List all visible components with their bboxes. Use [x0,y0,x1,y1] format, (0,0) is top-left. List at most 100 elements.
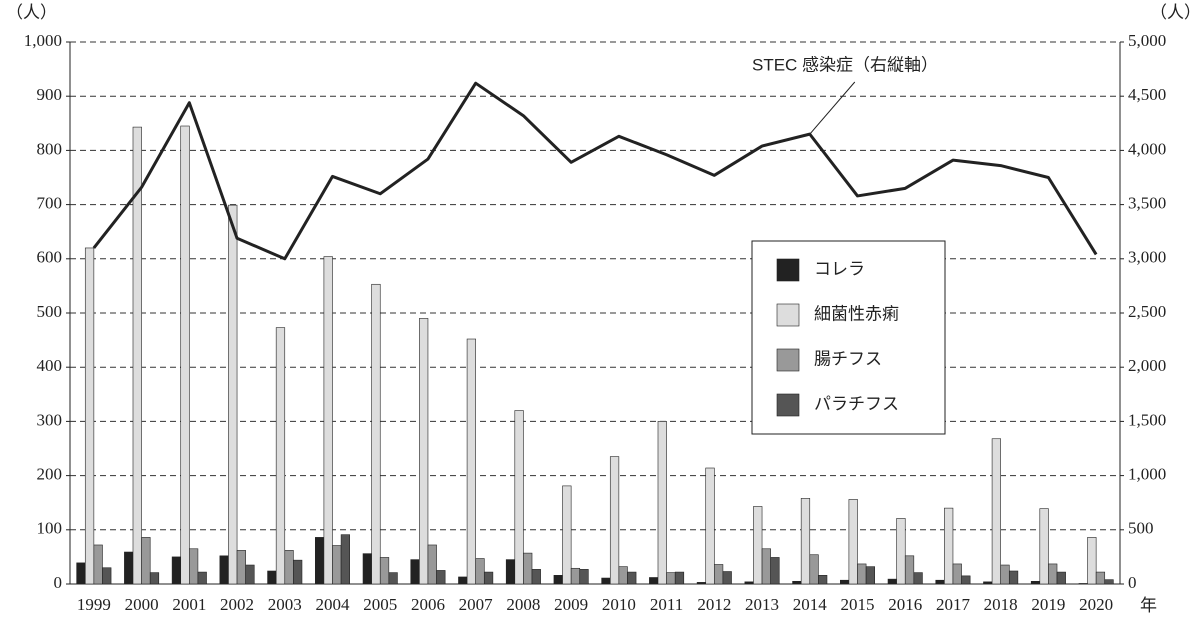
bar [197,571,207,585]
bar [562,485,572,585]
bar [744,581,754,585]
bar [171,556,182,585]
y-tick-label: 900 [37,85,63,104]
bar [1087,537,1097,585]
bar [427,544,437,585]
bar [961,575,971,585]
bar [219,555,229,585]
bar [913,572,923,585]
bar [553,575,563,585]
bar [674,571,685,585]
x-tick-label: 2020 [1079,595,1113,614]
bar [76,562,86,585]
y2-tick-label: 2,500 [1128,302,1166,321]
y-tick-label: 400 [37,356,63,375]
line-series [92,81,1098,261]
y2-axis-unit: （人） [1150,3,1195,22]
bar [792,580,802,585]
bar [696,582,707,585]
y2-tick-label: 500 [1128,519,1154,538]
x-tick-label: 2007 [459,595,494,614]
bar [371,283,381,585]
x-tick-label: 2015 [841,595,875,614]
bar [601,577,611,585]
bar [809,554,819,585]
bar [505,559,516,585]
bar [714,564,724,585]
bar [818,575,828,585]
x-tick-label: 2009 [554,595,588,614]
bar [579,569,589,585]
y2-tick-label: 3,000 [1128,248,1166,267]
legend-swatch [776,393,800,417]
bar [857,563,867,585]
bar [267,570,277,585]
bar [705,467,715,585]
legend-swatch [776,303,800,327]
legend-swatch [776,348,800,372]
bar [753,506,763,585]
bar [839,579,850,585]
bar [458,576,468,585]
bar [236,550,246,585]
bar [935,579,945,585]
bar [410,559,420,585]
bar [627,571,637,585]
bar [800,498,811,585]
x-tick-label: 2018 [984,595,1018,614]
bar [141,537,151,585]
bar [362,553,372,585]
x-tick-label: 2002 [220,595,254,614]
x-tick-label: 1999 [77,595,111,614]
bar [848,499,858,585]
bar [388,572,398,585]
bar [189,548,199,585]
x-tick-label: 2012 [697,595,731,614]
legend-label: 腸チフス [814,349,882,368]
bar [340,534,351,585]
y2-tick-label: 0 [1128,573,1137,592]
bar [323,256,333,585]
bar [149,572,160,585]
x-tick-label: 2011 [650,595,683,614]
bar [991,438,1001,585]
bar [466,338,476,585]
bar [419,318,429,585]
bar [649,577,659,585]
bar [896,518,906,585]
y-tick-label: 300 [37,410,63,429]
bar [228,204,238,585]
y2-tick-label: 2,000 [1128,356,1166,375]
annotation: STEC 感染症（右縦軸） [752,55,938,74]
bar [570,567,581,585]
bar [379,557,390,585]
x-tick-label: 2005 [363,595,397,614]
bar [124,551,134,585]
x-tick-label: 2013 [745,595,779,614]
bar [865,566,875,585]
x-tick-label: 2008 [506,595,540,614]
bar [436,570,446,585]
x-tick-label: 2010 [602,595,636,614]
x-tick-label: 2004 [316,595,351,614]
y-tick-label: 800 [37,139,63,158]
x-tick-label: 2001 [172,595,206,614]
bar [332,545,342,585]
bar [770,557,780,585]
bar [1056,571,1066,585]
bar [1078,583,1088,585]
y-axis-unit: （人） [6,3,57,22]
bar [722,571,732,585]
bar [514,410,524,585]
bar [618,566,628,585]
bar [1039,508,1049,585]
bar [180,125,190,585]
legend-label: パラチフス [814,394,899,413]
annotation-leader [809,81,856,135]
y2-tick-label: 4,000 [1128,139,1166,158]
x-tick-label: 2003 [268,595,302,614]
bar [1104,579,1114,585]
y-tick-label: 200 [37,465,63,484]
y-tick-label: 1,000 [24,31,62,50]
